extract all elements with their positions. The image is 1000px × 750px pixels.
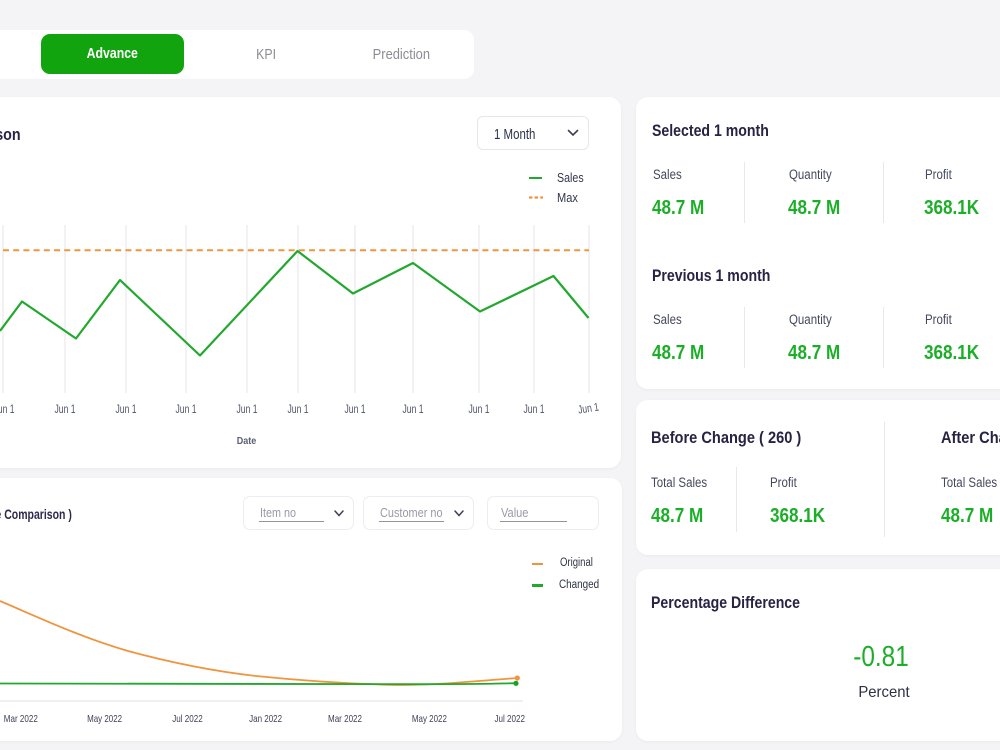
- svg-text:Date: Date: [237, 435, 257, 447]
- svg-text:Jun 1: Jun 1: [469, 404, 490, 416]
- svg-text:Jun 1: Jun 1: [403, 404, 424, 416]
- svg-text:Jun 1: Jun 1: [116, 404, 137, 416]
- svg-text:May 2022: May 2022: [412, 713, 447, 725]
- svg-text:Jun 1: Jun 1: [237, 404, 258, 416]
- svg-text:Mar 2022: Mar 2022: [4, 713, 38, 725]
- svg-text:Jul 2022: Jul 2022: [172, 713, 203, 725]
- svg-text:Jun 1: Jun 1: [55, 404, 76, 416]
- svg-text:Jun 1: Jun 1: [0, 404, 15, 416]
- svg-text:Jun 1: Jun 1: [577, 401, 600, 416]
- svg-text:May 2022: May 2022: [87, 713, 122, 725]
- svg-text:Jun 1: Jun 1: [288, 404, 309, 416]
- svg-text:Jun 1: Jun 1: [345, 404, 366, 416]
- svg-text:Jun 1: Jun 1: [524, 404, 545, 416]
- svg-text:Mar 2022: Mar 2022: [328, 713, 362, 725]
- svg-text:Jun 1: Jun 1: [176, 404, 197, 416]
- svg-text:Jan 2022: Jan 2022: [249, 713, 282, 725]
- svg-text:Jul 2022: Jul 2022: [494, 713, 525, 725]
